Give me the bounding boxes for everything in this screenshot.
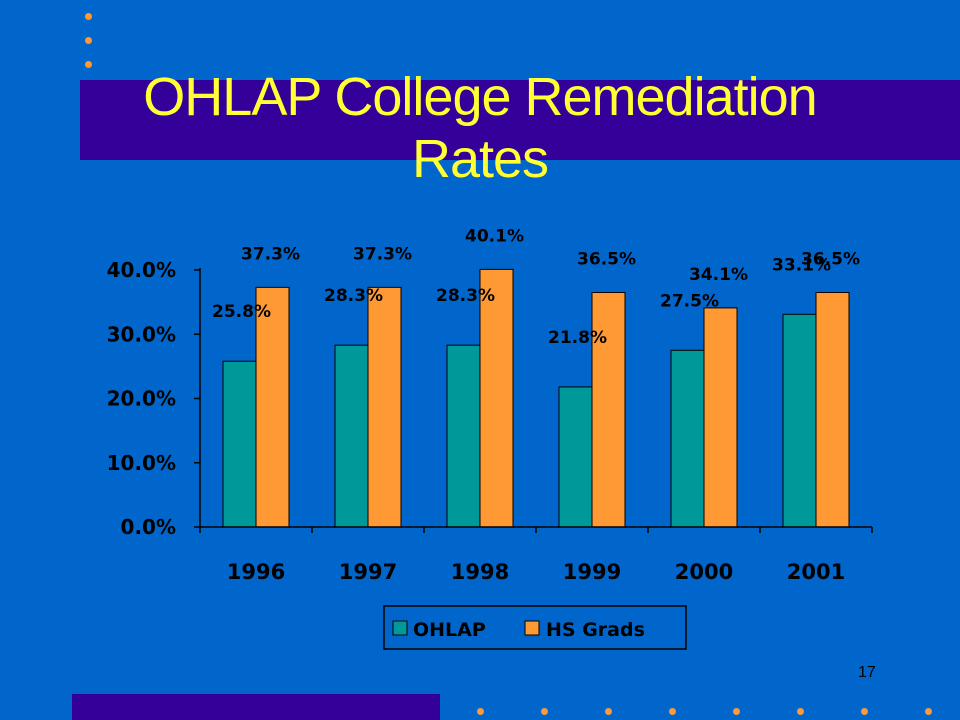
x-tick-label: 2000 xyxy=(675,560,733,584)
decorative-dot xyxy=(541,708,548,715)
y-tick-label: 40.0% xyxy=(107,258,176,282)
data-label: 34.1% xyxy=(689,265,748,285)
bar-hs-grads xyxy=(815,291,850,528)
legend-swatch xyxy=(392,620,408,636)
decorative-dot xyxy=(669,708,676,715)
legend-label: HS Grads xyxy=(546,619,645,641)
decorative-dot xyxy=(733,708,740,715)
decorative-dot xyxy=(605,708,612,715)
data-label: 40.1% xyxy=(465,226,524,246)
bar-hs-grads xyxy=(591,291,626,528)
x-tick-label: 1996 xyxy=(227,560,285,584)
x-tick-label: 1998 xyxy=(451,560,509,584)
legend-swatch xyxy=(524,620,540,636)
data-label: 36.5% xyxy=(577,249,636,269)
data-label: 28.3% xyxy=(324,286,383,306)
y-tick-label: 10.0% xyxy=(107,451,176,475)
x-tick-label: 1999 xyxy=(563,560,621,584)
bar-ohlap xyxy=(670,349,705,528)
bar-hs-grads xyxy=(703,307,738,528)
data-label: 36.5% xyxy=(801,249,860,269)
data-label: 37.3% xyxy=(353,244,412,264)
data-label: 28.3% xyxy=(436,286,495,306)
footer-band xyxy=(72,694,440,720)
decorative-dot xyxy=(85,61,92,68)
decorative-dot xyxy=(85,13,92,20)
data-label: 37.3% xyxy=(241,244,300,264)
slide-number: 17 xyxy=(858,664,876,681)
bar-hs-grads xyxy=(479,268,514,528)
y-tick-label: 20.0% xyxy=(107,387,176,411)
decorative-dot xyxy=(85,37,92,44)
y-tick-label: 0.0% xyxy=(121,515,176,539)
decorative-dot xyxy=(925,708,932,715)
data-label: 21.8% xyxy=(548,328,607,348)
decorative-dot xyxy=(477,708,484,715)
slide-title: OHLAP College Remediation Rates xyxy=(143,67,817,189)
legend-label: OHLAP xyxy=(413,619,486,641)
decorative-dot xyxy=(797,708,804,715)
data-label: 25.8% xyxy=(212,302,271,322)
data-label: 33.1% xyxy=(772,255,831,275)
x-tick-label: 2001 xyxy=(787,560,845,584)
bar-ohlap xyxy=(446,344,481,528)
bar-ohlap xyxy=(222,360,257,528)
bar-ohlap xyxy=(782,313,817,528)
data-label: 27.5% xyxy=(660,291,719,311)
bar-hs-grads xyxy=(255,286,290,528)
bar-hs-grads xyxy=(367,286,402,528)
title-band xyxy=(80,80,960,160)
bar-ohlap xyxy=(334,344,369,528)
x-tick-label: 1997 xyxy=(339,560,397,584)
y-tick-label: 30.0% xyxy=(107,322,176,346)
decorative-dot xyxy=(861,708,868,715)
bar-ohlap xyxy=(558,386,593,528)
